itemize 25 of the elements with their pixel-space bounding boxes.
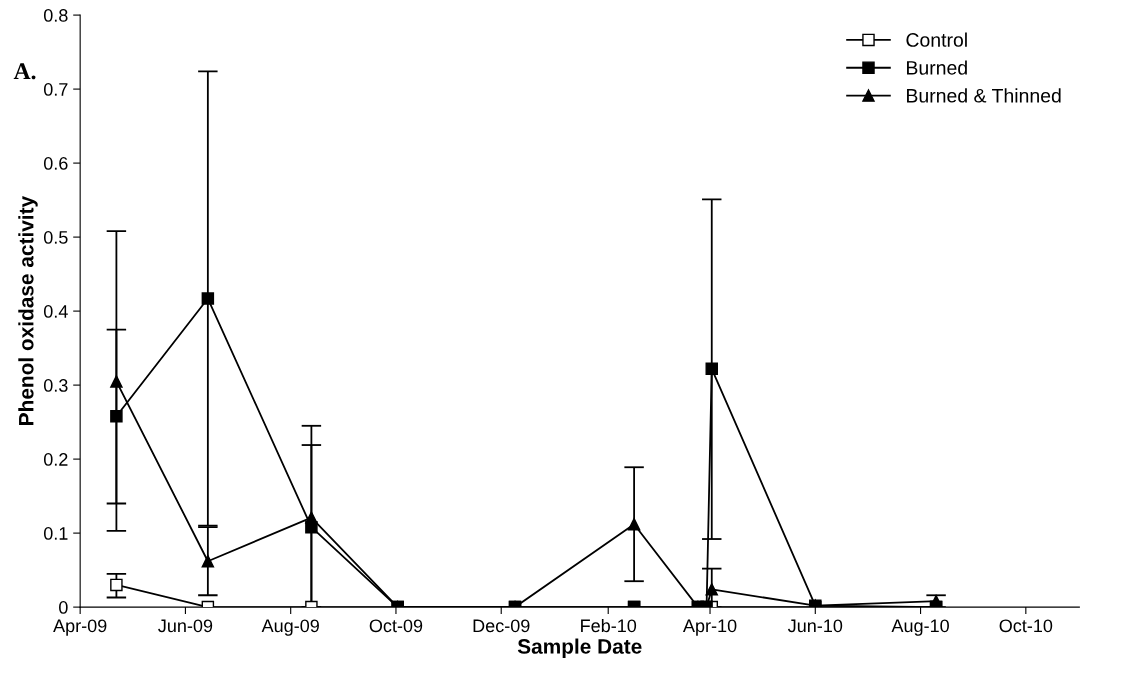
y-tick-label: 0.1 (43, 527, 68, 540)
y-tick-label: 0.2 (43, 453, 68, 466)
y-tick-label: 0.6 (43, 157, 68, 170)
x-tick-label: Aug-09 (261, 619, 319, 636)
y-tick-label: 0.5 (43, 231, 68, 244)
y-tick-label: 0.7 (43, 83, 68, 96)
x-axis-title: Sample Date (517, 638, 642, 658)
legend-label: Control (906, 32, 967, 47)
x-tick-label: Oct-10 (999, 619, 1053, 633)
x-tick-label: Feb-10 (581, 618, 637, 633)
legend-label: Burned & Thinned (907, 88, 1061, 103)
text: A. (13, 63, 36, 80)
y-tick-label: 0.8 (43, 9, 68, 22)
x-tick-label: Jun-10 (787, 619, 843, 633)
x-tick-label: Apr-10 (682, 619, 737, 636)
y-axis-title: Phenol oxidase activity (18, 196, 38, 425)
x-tick-label: Oct-09 (369, 619, 423, 633)
legend-label: Burned (907, 60, 967, 75)
x-tick-label: Dec-09 (473, 619, 530, 633)
y-tick-label: 0 (59, 601, 68, 614)
x-tick-label: Jun-09 (158, 619, 213, 633)
x-tick-label: Apr-09 (53, 619, 107, 636)
y-tick-label: 0.3 (43, 379, 68, 392)
y-tick-label: 0.4 (43, 305, 68, 318)
x-tick-label: Aug-10 (891, 619, 949, 636)
